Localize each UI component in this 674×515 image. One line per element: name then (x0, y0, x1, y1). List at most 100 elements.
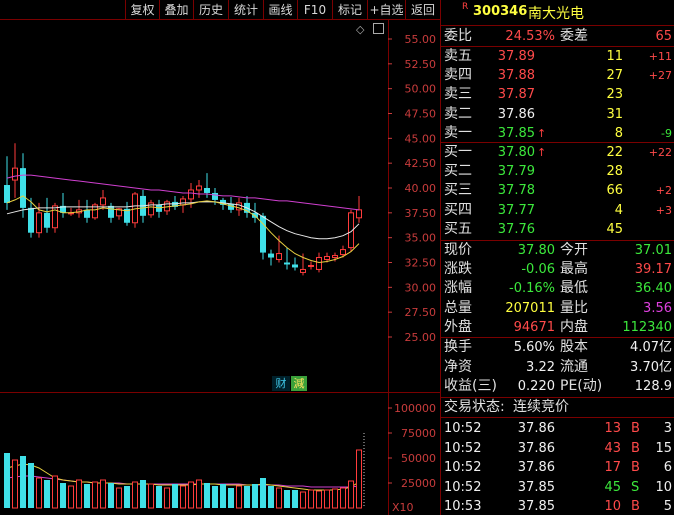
volume-bar (28, 463, 34, 508)
fundamentals-row: 净资 3.22 流通 3.70亿 (441, 358, 674, 377)
level-label: 买五 (444, 220, 472, 237)
level-volume: 11 (606, 49, 623, 64)
quote-label: 最高 (560, 261, 588, 278)
volume-bar (356, 449, 362, 509)
level-price: 37.85 (497, 125, 535, 141)
diamond-icon[interactable]: ◇ (356, 23, 365, 36)
history-button[interactable]: 历史 (193, 0, 228, 20)
quote-row: 总量 207011 量比 3.56 (441, 299, 674, 318)
quote-label: 外盘 (444, 318, 472, 335)
candle-body (4, 185, 10, 203)
fundamentals-label: 流通 (560, 358, 588, 375)
weicha-label: 委差 (560, 28, 588, 44)
candle-body (292, 264, 298, 268)
window-icon[interactable] (373, 23, 384, 34)
fundamentals-value: 4.07亿 (630, 340, 672, 355)
trade-status-value: 连续竞价 (513, 399, 569, 415)
add-watchlist-button[interactable]: +自选 (367, 0, 405, 20)
tick-count: 15 (655, 440, 672, 456)
quote-label: 最低 (560, 280, 588, 297)
level-volume: 45 (606, 221, 623, 237)
back-button[interactable]: 返回 (405, 0, 440, 20)
candle-body (44, 212, 50, 228)
level-label: 买四 (444, 201, 472, 218)
volume-bar (164, 487, 170, 509)
ma-white-line (6, 201, 360, 240)
finance-badge[interactable]: 财 (272, 376, 290, 391)
quote-value: 39.17 (634, 262, 672, 278)
volume-bar (196, 479, 202, 509)
weibi-label: 委比 (444, 28, 472, 44)
candle-body (324, 256, 330, 261)
level-price: 37.78 (497, 183, 535, 199)
reduce-badge[interactable]: 減 (291, 376, 307, 391)
kline-chart[interactable]: 55.00 52.50 50.00 47.50 45.00 42.50 40.00 37.50… (0, 20, 440, 515)
restore-rights-button[interactable]: 复权 (125, 0, 159, 20)
volume-bar (124, 486, 130, 508)
f10-button[interactable]: F10 (297, 0, 332, 20)
candle-body (340, 249, 346, 256)
volume-bar (204, 483, 210, 508)
volume-bar (316, 490, 322, 509)
candle-body (284, 262, 290, 265)
tick-time: 10:53 (444, 499, 482, 514)
level-price: 37.88 (497, 68, 535, 84)
candle-body (196, 185, 202, 191)
level-label: 买一 (444, 144, 472, 160)
fundamentals-row: 收益(三) 0.220 PE(动) 128.9 (441, 377, 674, 396)
candle-body (236, 202, 242, 211)
quote-value: -0.06 (521, 262, 555, 278)
tick-count: 10 (655, 479, 672, 495)
tick-price: 37.85 (517, 479, 555, 495)
tick-row[interactable]: 10:52 37.86 13 B 3 (441, 419, 674, 438)
price-tick-label: 55.00 (405, 33, 437, 46)
level-volume: 23 (606, 87, 623, 103)
volume-bar (220, 484, 226, 508)
tick-row[interactable]: 10:52 37.85 45 S 10 (441, 478, 674, 497)
candle-body (12, 167, 18, 181)
volume-bar (60, 483, 66, 508)
draw-line-button[interactable]: 画线 (263, 0, 297, 20)
fundamentals-label: 换手 (444, 339, 472, 355)
volume-tick-label: 100000 (394, 402, 436, 415)
kline-svg[interactable]: 55.00 52.50 50.00 47.50 45.00 42.50 40.00 37.50… (0, 20, 440, 515)
level-label: 买三 (444, 182, 472, 199)
price-tick-label: 37.50 (405, 207, 437, 220)
volume-bar (156, 486, 162, 508)
volume-tick-label: 75000 (401, 427, 436, 440)
volume-bar (188, 481, 194, 509)
volume-bar (284, 490, 290, 508)
level-price: 37.77 (497, 202, 535, 218)
tick-row[interactable]: 10:52 37.86 43 B 15 (441, 439, 674, 458)
ask-row: 卖五 37.89 11 +11 (441, 47, 674, 66)
statistics-button[interactable]: 统计 (228, 0, 263, 20)
quote-label: 内盘 (560, 318, 588, 335)
bid-row: 买一 37.80 ↑ 22 +22 (441, 143, 674, 162)
fundamentals-value: 128.9 (634, 379, 672, 394)
volume-bar (268, 486, 274, 508)
quote-value: 94671 (513, 319, 555, 335)
tick-row[interactable]: 10:53 37.85 10 B 5 (441, 497, 674, 515)
tick-count: 3 (663, 421, 672, 436)
level-price: 37.86 (497, 106, 535, 122)
volume-bar (44, 480, 50, 508)
level-price: 37.87 (497, 87, 535, 103)
volume-bar (148, 483, 154, 509)
volume-bar (332, 488, 338, 509)
price-tick-label: 35.00 (405, 232, 437, 245)
volume-bar (260, 478, 266, 508)
volume-bar (108, 483, 114, 508)
level-label: 卖五 (444, 48, 472, 64)
candle-body (20, 168, 26, 208)
overlay-button[interactable]: 叠加 (159, 0, 193, 20)
chart-toolbar: 复权 叠加 历史 统计 画线 F10 标记 +自选 返回 (0, 0, 440, 20)
candle-body (92, 204, 98, 219)
volume-bar (228, 488, 234, 508)
volume-bar (244, 486, 250, 508)
mark-button[interactable]: 标记 (332, 0, 367, 20)
fundamentals-label: 净资 (444, 358, 472, 375)
tick-row[interactable]: 10:52 37.86 17 B 6 (441, 458, 674, 477)
volume-bar (116, 487, 122, 509)
r-mark-icon: R (462, 2, 469, 12)
price-tick-label: 45.00 (405, 132, 437, 145)
